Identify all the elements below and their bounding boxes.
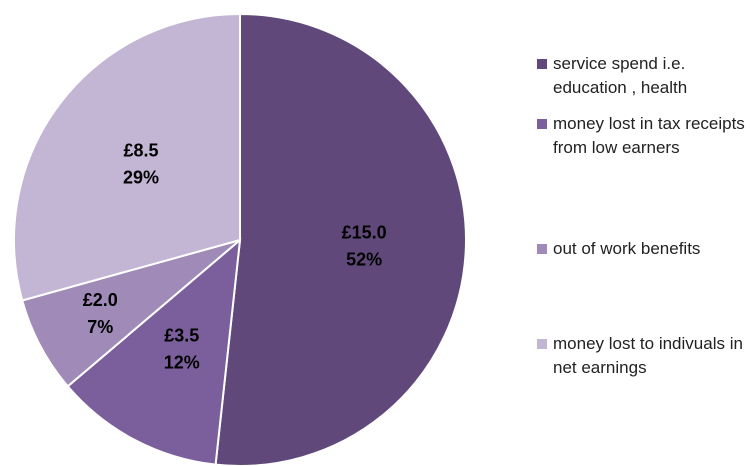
legend-label: service spend i.e. education , health <box>553 54 688 97</box>
legend-label: money lost in tax receipts from low earn… <box>553 114 745 157</box>
legend-swatch <box>537 59 547 69</box>
percentage-label: 7% <box>87 317 113 337</box>
pie-slice <box>13 12 241 302</box>
legend-label: money lost to indivuals in net earnings <box>553 334 743 377</box>
percentage-label: 52% <box>346 249 382 269</box>
legend-item: out of work benefits <box>537 237 747 261</box>
value-label: £2.0 <box>83 290 118 310</box>
legend-swatch <box>537 119 547 129</box>
legend-label: out of work benefits <box>553 239 701 258</box>
value-label: £3.5 <box>164 326 199 346</box>
pie-slice <box>66 237 242 466</box>
value-label: £8.5 <box>124 141 159 161</box>
legend-item: money lost to indivuals in net earnings <box>537 332 747 380</box>
percentage-label: 12% <box>164 353 200 373</box>
legend-swatch <box>537 339 547 349</box>
pie-slice <box>214 12 467 466</box>
legend-item: service spend i.e. education , health <box>537 52 747 100</box>
value-label: £15.0 <box>342 222 387 242</box>
legend-item: money lost in tax receipts from low earn… <box>537 112 747 160</box>
legend-swatch <box>537 244 547 254</box>
percentage-label: 29% <box>123 168 159 188</box>
